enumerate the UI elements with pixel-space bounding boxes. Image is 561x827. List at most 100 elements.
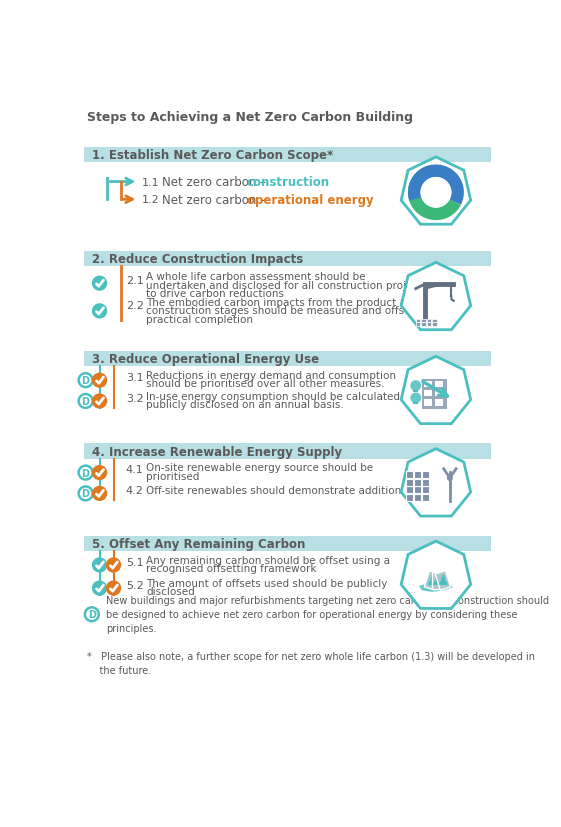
Circle shape: [93, 374, 107, 388]
Text: The embodied carbon impacts from the product and: The embodied carbon impacts from the pro…: [146, 297, 419, 308]
FancyBboxPatch shape: [422, 495, 429, 501]
Text: 3.2: 3.2: [126, 394, 144, 404]
Polygon shape: [401, 263, 471, 330]
Text: undertaken and disclosed for all construction projects: undertaken and disclosed for all constru…: [146, 280, 428, 290]
FancyBboxPatch shape: [414, 495, 421, 501]
Text: New buildings and major refurbishments targeting net zero carbon for constructio: New buildings and major refurbishments t…: [106, 595, 549, 633]
Text: D: D: [81, 468, 90, 478]
FancyBboxPatch shape: [84, 251, 491, 267]
Text: D: D: [81, 375, 90, 385]
Text: 1. Establish Net Zero Carbon Scope*: 1. Establish Net Zero Carbon Scope*: [92, 149, 333, 162]
Circle shape: [93, 304, 107, 318]
Polygon shape: [401, 542, 471, 609]
Text: operational energy: operational energy: [247, 194, 374, 207]
Text: 2.1: 2.1: [126, 275, 144, 286]
Circle shape: [107, 558, 121, 572]
FancyBboxPatch shape: [424, 400, 432, 406]
Text: construction: construction: [247, 176, 330, 189]
FancyBboxPatch shape: [424, 390, 432, 397]
FancyBboxPatch shape: [416, 319, 420, 323]
Text: The amount of offsets used should be publicly: The amount of offsets used should be pub…: [146, 578, 388, 588]
Circle shape: [420, 178, 452, 208]
Text: ♟: ♟: [436, 574, 449, 588]
Text: 4.1: 4.1: [126, 465, 144, 475]
Circle shape: [79, 487, 93, 500]
Circle shape: [79, 374, 93, 388]
Polygon shape: [424, 571, 440, 590]
Polygon shape: [432, 572, 443, 589]
Text: ♟: ♟: [426, 574, 438, 588]
Text: practical completion: practical completion: [146, 314, 253, 324]
Text: 4. Increase Renewable Energy Supply: 4. Increase Renewable Energy Supply: [92, 445, 342, 458]
FancyBboxPatch shape: [407, 495, 413, 501]
Text: Net zero carbon –: Net zero carbon –: [162, 194, 269, 207]
FancyBboxPatch shape: [84, 351, 491, 367]
Circle shape: [93, 581, 107, 595]
Text: disclosed: disclosed: [146, 586, 195, 596]
Circle shape: [93, 394, 107, 409]
FancyBboxPatch shape: [435, 400, 443, 406]
Polygon shape: [401, 357, 471, 424]
FancyBboxPatch shape: [421, 319, 426, 323]
Circle shape: [93, 466, 107, 480]
FancyBboxPatch shape: [432, 319, 436, 323]
Text: 5.2: 5.2: [126, 581, 144, 590]
Text: 5.1: 5.1: [126, 557, 144, 567]
FancyBboxPatch shape: [432, 323, 436, 326]
Text: 5. Offset Any Remaining Carbon: 5. Offset Any Remaining Carbon: [92, 538, 305, 550]
Text: 3. Reduce Operational Energy Use: 3. Reduce Operational Energy Use: [92, 352, 319, 366]
Text: Net zero carbon –: Net zero carbon –: [162, 176, 269, 189]
Text: 1.1: 1.1: [142, 177, 160, 187]
Circle shape: [410, 380, 421, 391]
Circle shape: [79, 466, 93, 480]
Text: to drive carbon reductions: to drive carbon reductions: [146, 289, 284, 299]
FancyBboxPatch shape: [424, 381, 432, 388]
Circle shape: [93, 558, 107, 572]
Polygon shape: [435, 571, 450, 590]
Circle shape: [93, 277, 107, 291]
Text: Reductions in energy demand and consumption: Reductions in energy demand and consumpt…: [146, 370, 396, 380]
Text: In-use energy consumption should be calculated and: In-use energy consumption should be calc…: [146, 391, 423, 401]
Text: Steps to Achieving a Net Zero Carbon Building: Steps to Achieving a Net Zero Carbon Bui…: [87, 111, 413, 123]
FancyBboxPatch shape: [426, 323, 431, 326]
FancyBboxPatch shape: [422, 471, 429, 478]
Text: 2.2: 2.2: [126, 301, 144, 311]
FancyBboxPatch shape: [426, 319, 431, 323]
Text: *   Please also note, a further scope for net zero whole life carbon (1.3) will : * Please also note, a further scope for …: [87, 652, 535, 676]
Circle shape: [93, 487, 107, 500]
Polygon shape: [401, 449, 471, 516]
Text: publicly disclosed on an annual basis.: publicly disclosed on an annual basis.: [146, 399, 344, 409]
FancyBboxPatch shape: [84, 148, 491, 163]
Circle shape: [410, 393, 421, 404]
FancyBboxPatch shape: [422, 380, 447, 409]
FancyBboxPatch shape: [421, 323, 426, 326]
Polygon shape: [401, 158, 471, 225]
Circle shape: [85, 608, 99, 621]
Text: ♟: ♟: [431, 574, 444, 588]
FancyBboxPatch shape: [414, 479, 421, 486]
Text: should be prioritised over all other measures.: should be prioritised over all other mea…: [146, 379, 385, 389]
Text: A whole life carbon assessment should be: A whole life carbon assessment should be: [146, 272, 366, 282]
FancyBboxPatch shape: [416, 323, 420, 326]
Text: Any remaining carbon should be offset using a: Any remaining carbon should be offset us…: [146, 555, 390, 565]
FancyBboxPatch shape: [407, 487, 413, 494]
FancyBboxPatch shape: [84, 444, 491, 459]
Circle shape: [107, 581, 121, 595]
FancyBboxPatch shape: [407, 479, 413, 486]
Text: 2. Reduce Construction Impacts: 2. Reduce Construction Impacts: [92, 253, 303, 265]
Circle shape: [448, 476, 452, 480]
Polygon shape: [419, 585, 453, 592]
Text: construction stages should be measured and offset at: construction stages should be measured a…: [146, 306, 429, 316]
Text: 4.2: 4.2: [126, 485, 144, 495]
Text: 1.2: 1.2: [142, 195, 160, 205]
Text: Off-site renewables should demonstrate additionality: Off-site renewables should demonstrate a…: [146, 485, 424, 495]
FancyBboxPatch shape: [84, 536, 491, 552]
Text: 3.1: 3.1: [126, 373, 144, 383]
FancyBboxPatch shape: [422, 479, 429, 486]
Text: D: D: [81, 489, 90, 499]
Text: On-site renewable energy source should be: On-site renewable energy source should b…: [146, 462, 373, 472]
Text: D: D: [81, 396, 90, 407]
Text: D: D: [88, 609, 96, 619]
Text: recognised offsetting framework: recognised offsetting framework: [146, 563, 316, 573]
FancyBboxPatch shape: [414, 487, 421, 494]
